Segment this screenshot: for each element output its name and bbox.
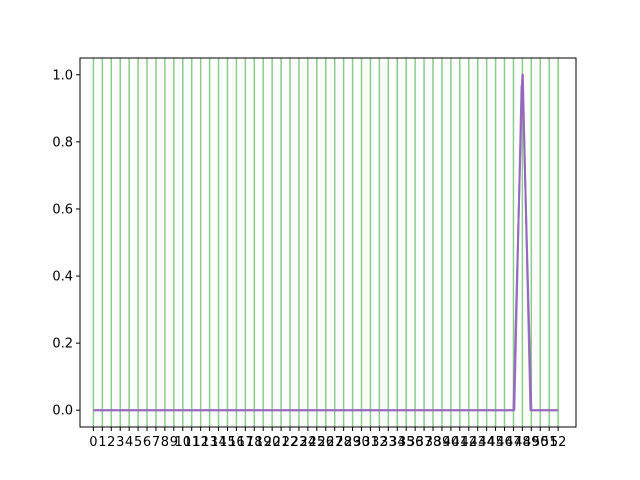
x-tick-label: 20 xyxy=(264,435,281,450)
x-tick-label: 39 xyxy=(434,435,451,450)
x-tick-label: 19 xyxy=(255,435,272,450)
x-tick-label: 7 xyxy=(152,435,160,450)
x-tick-label: 47 xyxy=(505,435,522,450)
x-tick-label: 26 xyxy=(317,435,334,450)
x-tick-label: 50 xyxy=(532,435,549,450)
y-tick-label: 0.0 xyxy=(52,404,73,419)
series-layer xyxy=(93,73,559,412)
y-tick-label: 0.2 xyxy=(52,337,73,352)
x-tick-label: 32 xyxy=(371,435,388,450)
x-tick-label: 48 xyxy=(514,435,531,450)
x-tick-label: 31 xyxy=(362,435,379,450)
x-tick-label: 0 xyxy=(89,435,97,450)
x-tick-label: 6 xyxy=(143,435,151,450)
y-tick-label: 0.6 xyxy=(52,202,73,217)
x-tick-label: 11 xyxy=(183,435,200,450)
x-tick-label: 49 xyxy=(523,435,540,450)
x-tick-label: 36 xyxy=(407,435,424,450)
x-tick-label: 40 xyxy=(443,435,460,450)
x-tick-label: 37 xyxy=(416,435,433,450)
x-tick-label: 16 xyxy=(228,435,245,450)
x-tick-label: 52 xyxy=(550,435,567,450)
plot-frame xyxy=(79,57,577,428)
x-tick-label: 1 xyxy=(98,435,106,450)
y-tick-label: 0.8 xyxy=(52,135,73,150)
x-tick-label: 41 xyxy=(452,435,469,450)
x-tick-label: 35 xyxy=(398,435,415,450)
x-tick-label: 13 xyxy=(201,435,218,450)
x-tick-label: 12 xyxy=(192,435,209,450)
x-tick-label: 17 xyxy=(237,435,254,450)
x-tick-label: 9 xyxy=(170,435,178,450)
x-tick-label: 21 xyxy=(273,435,290,450)
x-tick-label: 42 xyxy=(460,435,477,450)
vertical-lines-layer xyxy=(92,58,559,427)
x-tick-label: 5 xyxy=(134,435,142,450)
x-tick-label: 2 xyxy=(107,435,115,450)
x-tick-label: 18 xyxy=(246,435,263,450)
x-tick-label: 46 xyxy=(496,435,513,450)
x-tick-label: 51 xyxy=(541,435,558,450)
x-tick-label: 15 xyxy=(219,435,236,450)
x-tick-label: 29 xyxy=(344,435,361,450)
x-tick-label: 10 xyxy=(175,435,192,450)
x-tick-label: 22 xyxy=(282,435,299,450)
x-tick-label: 38 xyxy=(425,435,442,450)
x-tick-label: 33 xyxy=(380,435,397,450)
x-tick-label: 8 xyxy=(161,435,169,450)
x-tick-label: 28 xyxy=(335,435,352,450)
x-tick-label: 34 xyxy=(389,435,406,450)
x-tick-label: 25 xyxy=(309,435,326,450)
x-tick-label: 23 xyxy=(291,435,308,450)
x-tick-label: 4 xyxy=(125,435,133,450)
x-tick-label: 43 xyxy=(469,435,486,450)
x-tick-label: 45 xyxy=(487,435,504,450)
x-tick-label: 44 xyxy=(478,435,495,450)
x-tick-label: 24 xyxy=(300,435,317,450)
axes-layer: 0.00.20.40.60.81.00 1 2 3 4 5 6 7 8 9101112131415… xyxy=(52,57,577,450)
x-tick-label: 27 xyxy=(326,435,343,450)
x-tick-label: 30 xyxy=(353,435,370,450)
y-tick-label: 0.4 xyxy=(52,270,73,285)
x-tick-label: 3 xyxy=(116,435,124,450)
x-tick-label: 14 xyxy=(210,435,227,450)
y-tick-label: 1.0 xyxy=(52,68,73,83)
series-line-2 xyxy=(93,73,559,412)
